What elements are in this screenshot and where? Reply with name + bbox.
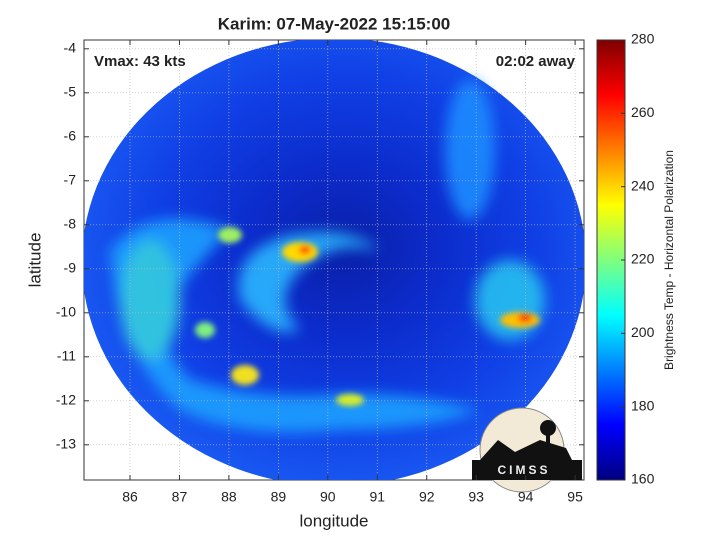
x-tick-label: 87: [172, 489, 188, 505]
chart-title: Karim: 07-May-2022 15:15:00: [218, 14, 450, 33]
y-tick-label: -11: [57, 348, 76, 364]
colorbar-tick-label: 280: [631, 31, 655, 47]
swath-image: [84, 40, 584, 480]
colorbar-tick-label: 260: [631, 104, 655, 120]
annotation: 02:02 away: [496, 53, 576, 70]
grid: [84, 40, 584, 480]
x-tick-label: 91: [369, 489, 385, 505]
y-tick-label: -8: [64, 216, 77, 232]
x-tick-label: 94: [518, 489, 534, 505]
y-tick-label: -6: [64, 128, 77, 144]
y-tick-label: -10: [56, 304, 76, 320]
x-tick-label: 92: [419, 489, 435, 505]
y-tick-label: -5: [64, 84, 77, 100]
x-axis-label: longitude: [299, 511, 368, 530]
x-tick-label: 86: [122, 489, 138, 505]
y-tick-label: -4: [64, 40, 77, 56]
x-tick-label: 93: [468, 489, 484, 505]
x-tick-label: 89: [271, 489, 287, 505]
y-axis-label: latitude: [25, 233, 44, 288]
logo-text: CIMSS: [497, 463, 550, 477]
cimss-logo: CIMSS: [472, 407, 582, 493]
colorbar-tick-label: 200: [631, 324, 655, 340]
annotation: Vmax: 43 kts: [94, 53, 186, 70]
x-tick-label: 95: [567, 489, 583, 505]
colorbar: [596, 39, 626, 481]
y-tick-label: -9: [64, 260, 77, 276]
colorbar-label: Brightness Temp - Horizontal Polarizatio…: [662, 150, 676, 370]
colorbar-tick-label: 160: [631, 471, 655, 487]
x-tick-label: 88: [221, 489, 237, 505]
colorbar-tick-label: 180: [631, 397, 655, 413]
y-tick-label: -12: [56, 392, 76, 408]
x-tick-label: 90: [320, 489, 336, 505]
y-tick-label: -13: [56, 436, 76, 452]
y-tick-label: -7: [64, 172, 77, 188]
colorbar-tick-label: 220: [631, 251, 655, 267]
colorbar-tick-label: 240: [631, 177, 655, 193]
